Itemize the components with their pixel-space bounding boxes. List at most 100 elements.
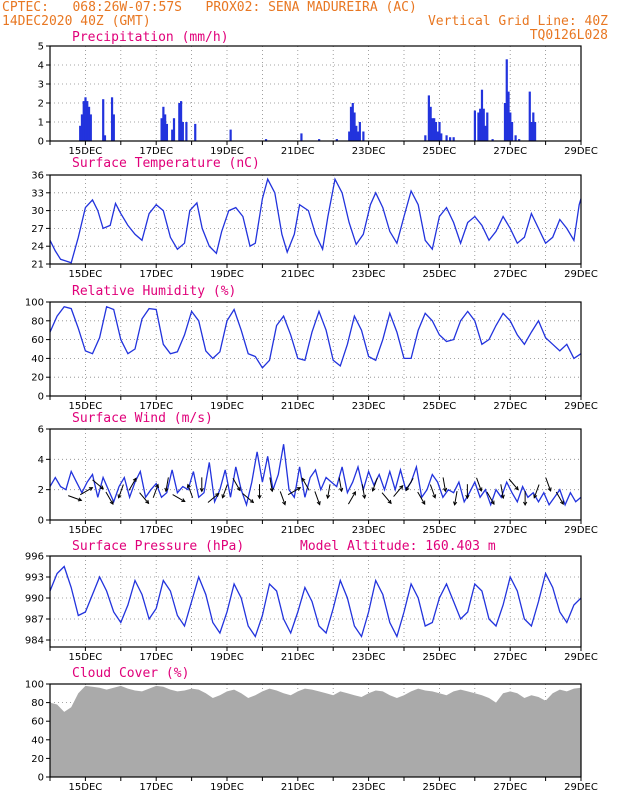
series-line	[49, 444, 582, 508]
x-tick-label: 15DEC	[69, 401, 103, 412]
precip-bar	[358, 122, 361, 141]
wind-arrow-head	[109, 500, 114, 505]
precip-bar	[80, 114, 84, 141]
wind-arrow	[105, 491, 114, 505]
x-tick-label: 25DEC	[423, 525, 457, 536]
wind-arrow-head	[399, 485, 404, 490]
wind-arrow	[80, 487, 93, 496]
x-tick-label: 15DEC	[69, 782, 103, 793]
precip-bar	[160, 118, 163, 141]
wind-arrow-head	[547, 487, 552, 492]
header-station-line: CPTEC: 068:26W-07:57S PROX02: SENA MADUR…	[2, 0, 417, 15]
wind-arrow-head	[387, 499, 392, 505]
x-tick-label: 23DEC	[352, 269, 386, 280]
precip-bar	[103, 135, 107, 141]
wind-arrow-head	[352, 491, 356, 496]
precip-bar	[178, 103, 181, 141]
y-tick-label: 0	[38, 773, 44, 784]
wind-arrow-head	[533, 494, 538, 499]
wind-arrow	[279, 491, 286, 505]
precip-bar	[362, 131, 365, 141]
wind-arrow	[314, 491, 321, 505]
wind-arrow-head	[405, 486, 410, 492]
wind-arrow-head	[215, 492, 220, 497]
header-vertical-grid-line: Vertical Grid Line: 40Z	[427, 14, 608, 29]
precip-bar	[491, 139, 494, 141]
y-tick-label: 30	[31, 206, 44, 217]
wind-arrow	[486, 491, 495, 505]
x-tick-label: 29DEC	[564, 269, 598, 280]
panel-frame	[49, 555, 582, 648]
wind-title: Surface Wind (m/s)	[72, 411, 213, 426]
wind-arrow	[508, 478, 519, 491]
x-tick-label: 27DEC	[493, 782, 527, 793]
humidity-title: Relative Humidity (%)	[72, 284, 237, 299]
wind-arrow-head	[164, 487, 169, 493]
precip-bar	[452, 137, 455, 141]
precip-bar	[355, 125, 358, 141]
wind-arrow-head	[514, 486, 519, 491]
temperature-title: Surface Temperature (nC)	[72, 156, 260, 171]
y-tick-label: 100	[25, 298, 44, 309]
precip-bar	[356, 131, 360, 141]
precip-bar	[438, 122, 441, 141]
x-tick-label: 29DEC	[564, 525, 598, 536]
wind-arrow	[417, 491, 426, 505]
precip-bar	[436, 131, 439, 141]
precip-bar	[509, 112, 512, 141]
y-tick-label: 1	[38, 118, 44, 129]
precip-bar	[505, 59, 508, 141]
x-tick-label: 17DEC	[139, 269, 173, 280]
precip-bar	[349, 106, 353, 141]
x-tick-label: 23DEC	[352, 782, 386, 793]
x-tick-label: 29DEC	[564, 401, 598, 412]
wind-arrow	[327, 484, 331, 499]
wind-arrow-head	[371, 487, 376, 492]
precip-bar	[87, 106, 91, 141]
precip-bar	[348, 131, 351, 141]
precip-bar	[179, 101, 183, 141]
precip-bar	[427, 95, 430, 141]
x-tick-label: 17DEC	[139, 401, 173, 412]
wind-arrow-head	[523, 501, 528, 507]
panel-frame	[49, 174, 582, 265]
y-tick-label: 40	[31, 354, 44, 365]
precip-bar	[162, 106, 165, 141]
wind-arrow	[442, 477, 446, 492]
y-tick-label: 993	[25, 573, 44, 584]
x-tick-label: 17DEC	[139, 525, 173, 536]
precip-bar	[351, 103, 354, 141]
wind-arrow	[232, 478, 241, 491]
y-tick-label: 0	[38, 137, 44, 148]
x-tick-label: 15DEC	[69, 269, 103, 280]
header-model-id: TQ0126L028	[529, 28, 608, 43]
precip-bar	[82, 101, 85, 141]
wind-arrow	[476, 477, 482, 492]
wind-arrow-head	[490, 500, 495, 505]
precip-bar	[440, 133, 443, 141]
x-tick-label: 25DEC	[423, 782, 457, 793]
y-tick-label: 20	[31, 373, 44, 384]
precip-bar	[79, 125, 82, 141]
header-run-date: 14DEC2020 40Z (GMT)	[2, 14, 151, 29]
x-tick-label: 25DEC	[423, 146, 457, 157]
x-tick-label: 15DEC	[69, 525, 103, 536]
x-tick-label: 27DEC	[493, 146, 527, 157]
wind-arrow	[301, 478, 310, 491]
precip-bar	[86, 101, 89, 141]
wind-arrow	[533, 484, 540, 498]
wind-arrow-head	[421, 500, 426, 505]
precip-bar	[507, 91, 510, 141]
cloud-cover-title: Cloud Cover (%)	[72, 666, 190, 681]
wind-arrow-head	[77, 497, 83, 502]
wind-arrow-head	[257, 494, 262, 500]
precip-bar	[300, 133, 303, 141]
precip-bar	[533, 122, 537, 141]
wind-arrow	[338, 477, 343, 492]
wind-arrow-head	[117, 494, 122, 499]
wind-arrow	[347, 491, 356, 505]
wind-arrow	[405, 478, 414, 491]
wind-arrow-head	[236, 486, 241, 492]
x-tick-label: 19DEC	[210, 401, 244, 412]
precip-bar	[449, 137, 452, 141]
